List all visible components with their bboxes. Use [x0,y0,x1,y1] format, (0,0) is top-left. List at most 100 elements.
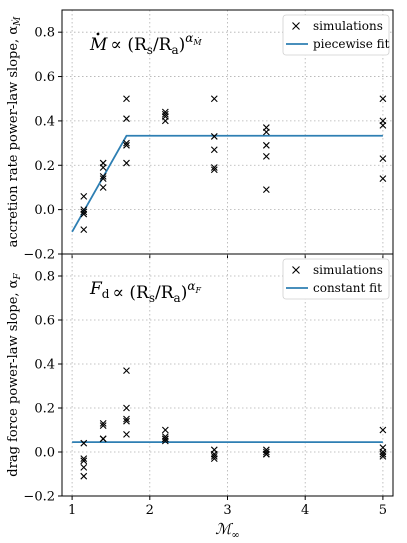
formula-text: ∝ (R [112,283,150,303]
data-point [99,420,107,427]
x-axis-label: ℳ∞ [215,520,239,541]
data-point [262,450,270,458]
y-tick-label: 0.8 [34,26,55,41]
data-point [80,455,88,462]
data-point-stroke [80,455,88,462]
y-tick-label: 0.0 [34,203,55,218]
formula-text: /R [155,283,175,303]
formula-text: ∝ (R [110,35,148,55]
data-point [123,404,130,412]
plot-frame [61,253,394,497]
data-point [80,192,88,200]
data-point-stroke [161,435,169,443]
formula-symbol: M [89,35,108,55]
x-tick-label: 2 [146,503,154,518]
data-point [210,453,218,460]
data-point-stroke [99,435,107,443]
data-point-stroke [161,110,169,118]
data-point-stroke [379,155,387,163]
data-point [123,115,130,123]
data-point [99,422,107,429]
data-point-stroke [99,175,107,182]
formula-text: ) [179,35,186,55]
data-point-stroke [80,464,88,471]
y-tick-label: 0.4 [34,114,55,129]
top-panel: −0.2 0.0 0.2 0.4 0.6 0.8 simulations piecewise … [6,9,394,263]
x-tick-label: 4 [301,503,309,518]
data-point-stroke [262,450,270,458]
data-point-stroke [210,453,218,460]
y-tick-label: −0.2 [23,248,55,263]
data-point [123,415,130,423]
y-tick-label: 0.2 [34,159,55,174]
data-point [210,95,218,103]
data-point-stroke [379,426,387,434]
data-point [161,426,169,434]
y-axis-label: accretion rate power-law slope, αṀ [6,16,23,247]
data-point-stroke [262,141,270,149]
y-tick-label: 0.6 [34,314,55,329]
data-point-stroke [123,141,130,149]
data-point [161,110,169,118]
data-point-stroke [161,426,169,434]
data-point [80,472,88,480]
data-point-stroke [80,210,88,218]
data-point-stroke [99,184,107,191]
formula-text: /R [153,35,173,55]
data-point [161,437,169,445]
data-point-stroke [210,133,218,140]
data-point-stroke [379,453,387,460]
data-point-stroke [80,457,88,465]
y-axis-label: drag force power-law slope, αF [6,273,23,477]
legend-label: simulations [313,19,383,33]
data-point [80,210,88,218]
data-point [99,175,107,182]
data-point-stroke [262,448,270,456]
x-axis: 1 2 3 4 5 ℳ∞ [68,503,387,541]
data-point-stroke [99,164,107,171]
data-point-stroke [123,115,130,123]
formula-subscript: a [174,291,181,305]
formula-annotation: Fd ∝ (Rs/Ra)αF [89,279,201,305]
legend-marker [292,266,300,274]
x-axis-label-subscript: ∞ [231,530,239,541]
data-point-stroke [210,95,218,103]
data-point [123,367,130,374]
legend: simulations piecewise fit [282,14,390,56]
data-point-stroke [123,415,130,423]
data-point-stroke [210,166,218,174]
y-tick-label: 0.4 [34,358,55,373]
data-point-stroke [80,192,88,200]
data-point-stroke [123,367,130,374]
data-point [99,172,107,180]
data-point [80,464,88,471]
data-point [262,141,270,149]
data-point-stroke [80,472,88,480]
y-tick-label: 0.0 [34,446,55,461]
data-point-stroke [123,417,130,425]
data-point [210,166,218,174]
data-point-stroke [379,450,387,458]
data-point [210,146,218,154]
x-tick-label: 5 [379,503,387,518]
data-point-stroke [379,175,387,182]
data-point [99,435,107,443]
data-point [99,184,107,191]
data-point [379,426,387,434]
data-point [379,450,387,458]
data-point [161,117,169,125]
data-point-stroke [99,422,107,429]
fit-line [71,134,383,233]
data-point-stroke [262,128,270,136]
data-point [123,431,130,438]
data-point-stroke [210,455,218,462]
legend-box [282,258,390,300]
data-point [161,435,169,443]
formula-subscript: a [171,43,178,57]
mdot-dot [96,32,100,36]
data-point [80,208,88,216]
data-point-stroke [210,146,218,154]
data-point [262,448,270,456]
x-tick-label: 1 [68,503,76,518]
y-tick-label: −0.2 [23,490,55,505]
